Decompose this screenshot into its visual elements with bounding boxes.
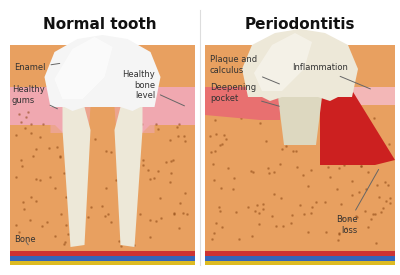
Bar bbox=[320, 105, 395, 170]
Polygon shape bbox=[10, 87, 195, 107]
Bar bbox=[10, 261, 195, 265]
Text: Enamel: Enamel bbox=[14, 64, 60, 73]
Polygon shape bbox=[242, 29, 358, 101]
Polygon shape bbox=[44, 35, 160, 111]
Polygon shape bbox=[54, 37, 112, 99]
Text: Healthy
bone
level: Healthy bone level bbox=[122, 70, 184, 106]
Polygon shape bbox=[114, 107, 142, 247]
Polygon shape bbox=[114, 97, 154, 133]
Bar bbox=[205, 251, 395, 265]
Bar bbox=[10, 256, 195, 265]
Text: Periodontitis: Periodontitis bbox=[245, 17, 355, 32]
Polygon shape bbox=[62, 107, 90, 247]
Text: Inflammation: Inflammation bbox=[292, 64, 370, 89]
Polygon shape bbox=[280, 87, 320, 110]
Polygon shape bbox=[10, 97, 84, 135]
Text: Deepening
pocket: Deepening pocket bbox=[210, 83, 279, 106]
Polygon shape bbox=[50, 97, 90, 133]
Text: Normal tooth: Normal tooth bbox=[43, 17, 157, 32]
Bar bbox=[205, 87, 395, 105]
Bar bbox=[205, 261, 395, 265]
Polygon shape bbox=[320, 87, 395, 165]
Polygon shape bbox=[120, 97, 195, 135]
Polygon shape bbox=[278, 97, 322, 120]
Text: Bone: Bone bbox=[14, 235, 36, 245]
Bar bbox=[10, 87, 195, 105]
Bar bbox=[10, 45, 195, 265]
Text: Healthy
gums: Healthy gums bbox=[12, 85, 58, 109]
Text: Bone
loss: Bone loss bbox=[336, 169, 379, 235]
Bar bbox=[205, 256, 395, 265]
Polygon shape bbox=[320, 87, 395, 170]
Bar bbox=[205, 45, 395, 265]
Polygon shape bbox=[278, 97, 322, 145]
Polygon shape bbox=[205, 87, 280, 120]
Polygon shape bbox=[254, 33, 312, 91]
Bar bbox=[10, 251, 195, 265]
Text: Plaque and
calculus: Plaque and calculus bbox=[210, 55, 280, 84]
